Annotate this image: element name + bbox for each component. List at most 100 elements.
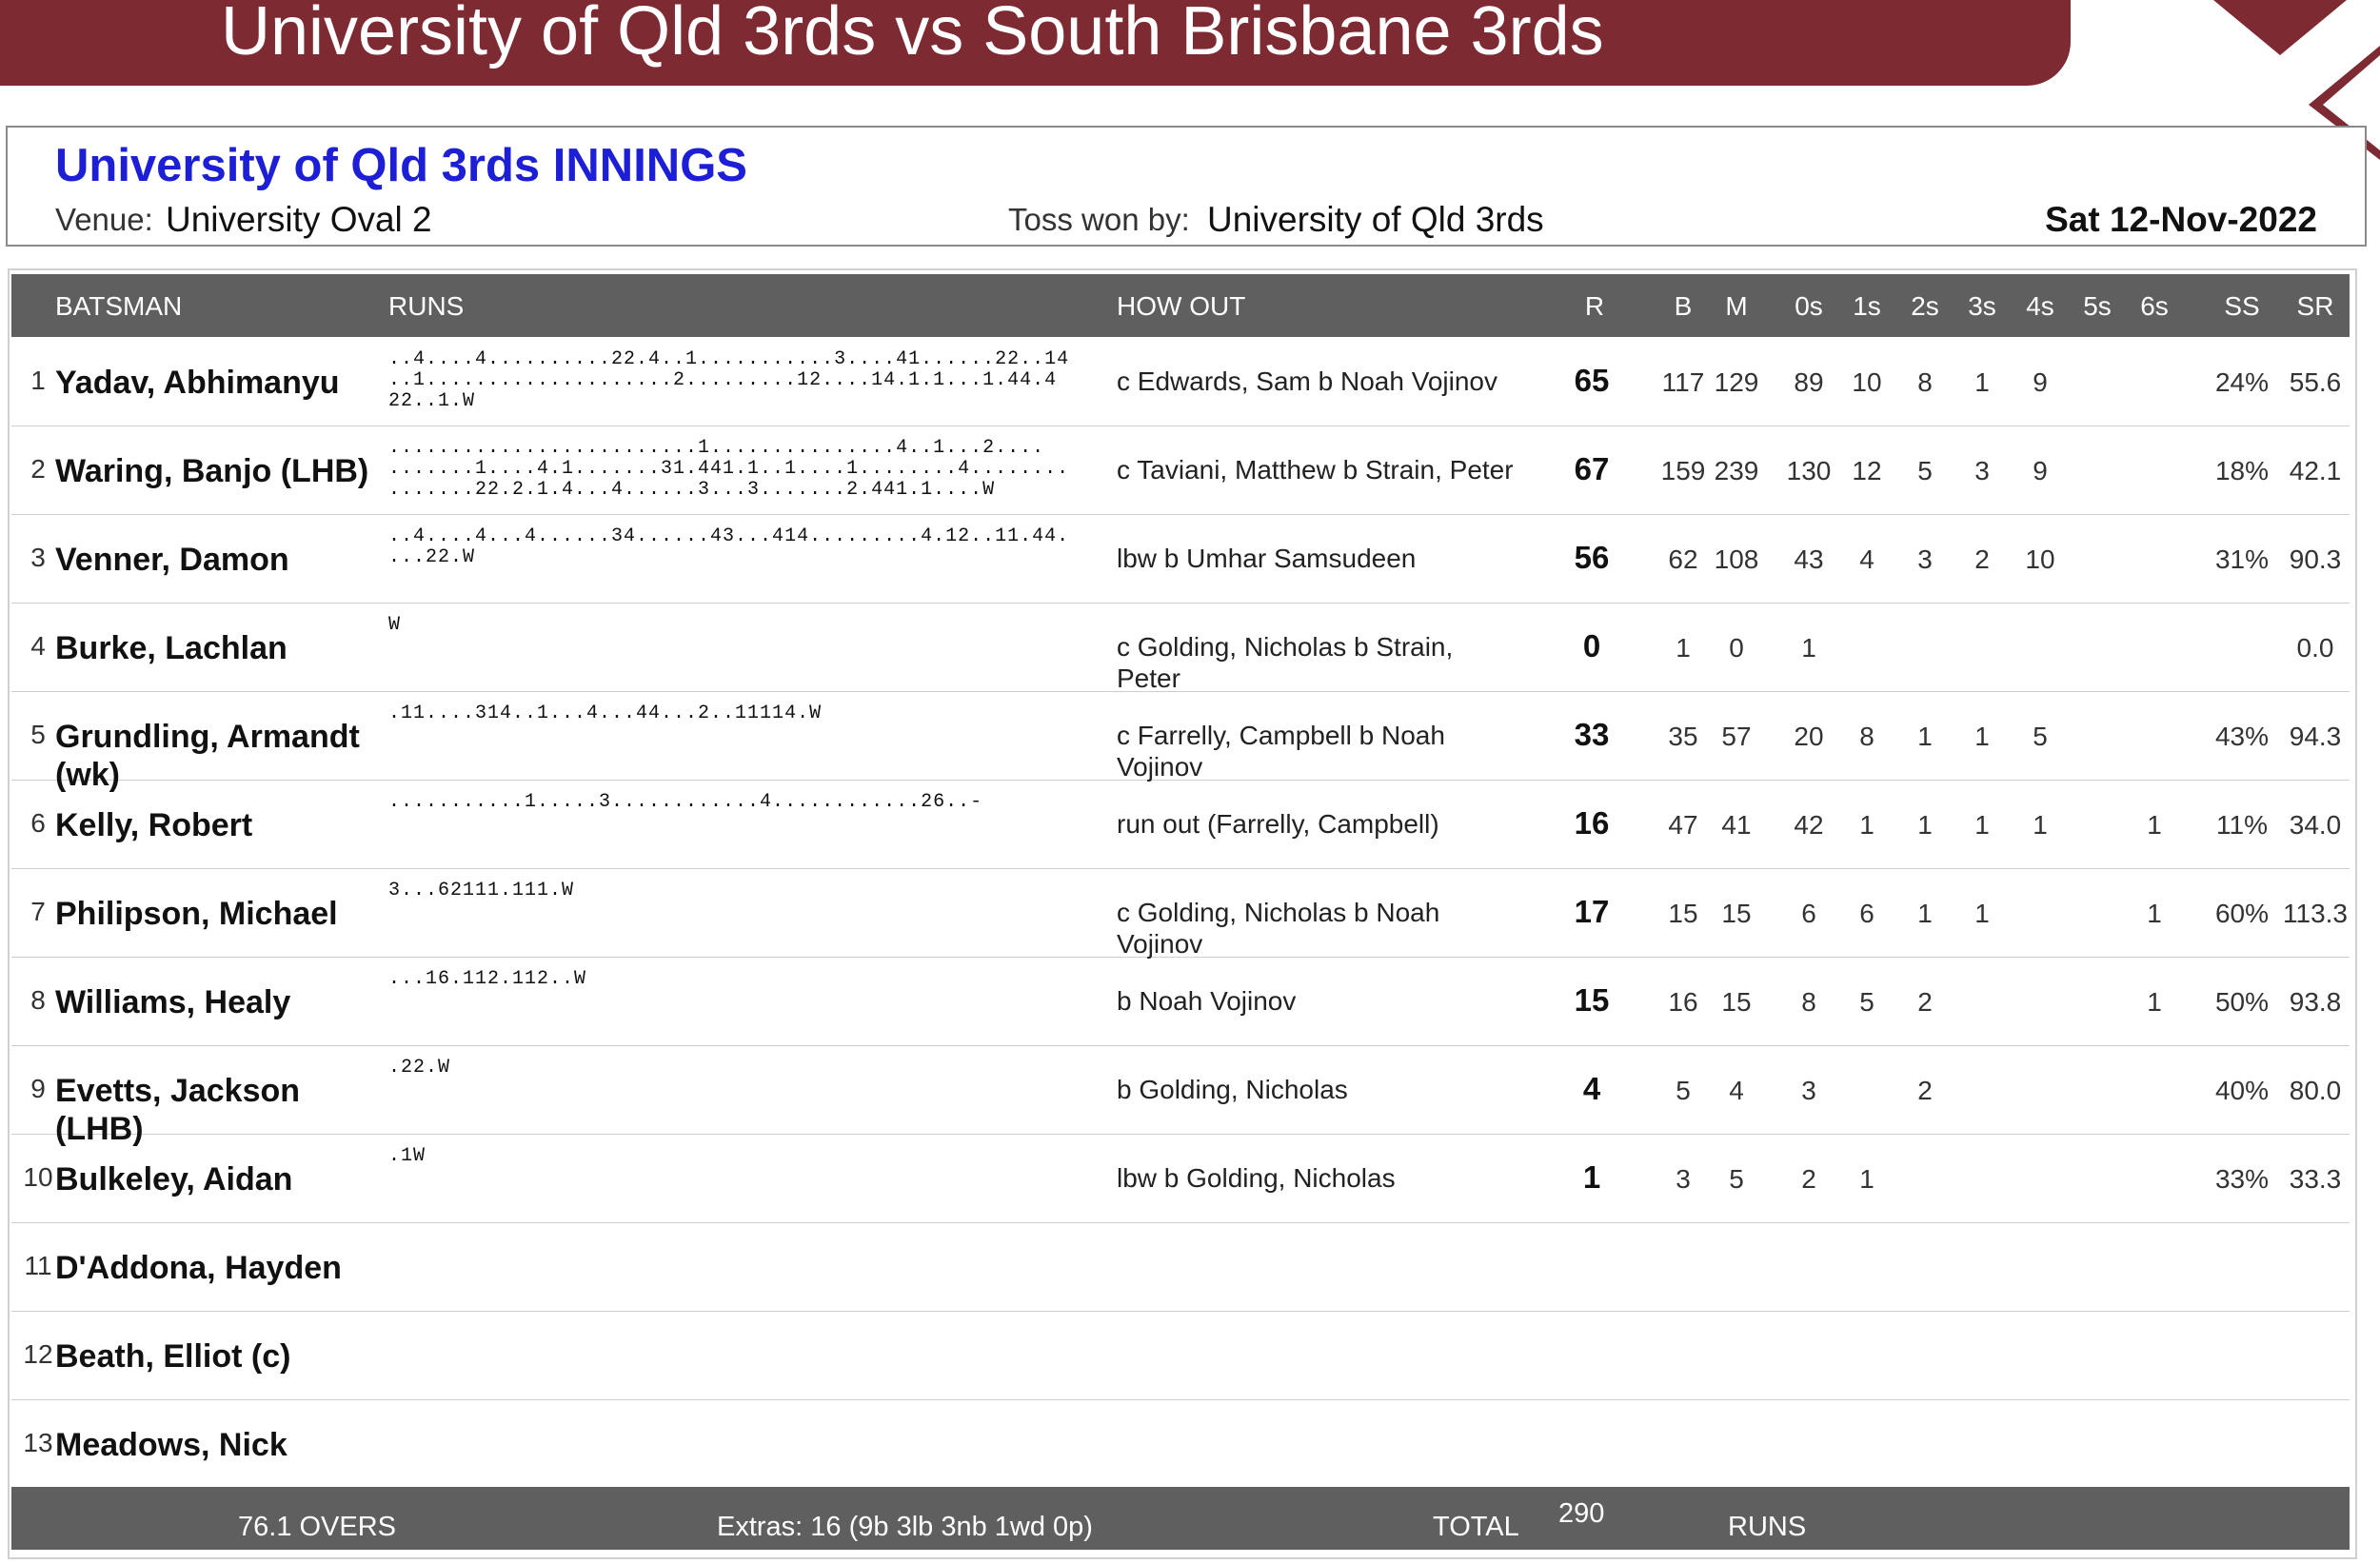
runs-scored: 65: [1574, 363, 1610, 398]
scorecard-footer: 76.1 OVERS Extras: 16 (9b 3lb 3nb 1wd 0p…: [11, 1487, 2350, 1550]
header-batsman: BATSMAN: [55, 291, 183, 321]
stat-s4: 10: [2025, 544, 2055, 574]
how-out: lbw b Umhar Samsudeen: [1117, 544, 1417, 573]
batsman-row: 8 Williams, Healy ...16.112.112..W b Noah V…: [11, 957, 2350, 1046]
stat-sr: 0.0: [2296, 633, 2334, 663]
batsman-row: 10 Bulkeley, Aidan .1W lbw b Golding, Nicho…: [11, 1134, 2350, 1223]
runs-scored: 17: [1574, 894, 1610, 929]
venue-label: Venue:: [55, 202, 153, 237]
batsman-number: 7: [30, 897, 46, 926]
batsman-number: 5: [30, 720, 46, 749]
header-how-out: HOW OUT: [1117, 291, 1246, 321]
runs-scored: 33: [1574, 717, 1610, 752]
how-out: c Taviani, Matthew b Strain, Peter: [1117, 455, 1514, 485]
stat-b: 117: [1661, 367, 1705, 397]
batsman-name: Waring, Banjo (LHB): [55, 453, 369, 489]
how-out: b Golding, Nicholas: [1117, 1075, 1348, 1104]
stat-s1: 5: [1859, 987, 1874, 1017]
runs-scored: 16: [1574, 805, 1610, 841]
stat-s4: 9: [2033, 367, 2048, 397]
header-m: M: [1725, 291, 1748, 321]
stat-s0: 43: [1794, 544, 1824, 574]
stat-m: 0: [1729, 633, 1744, 663]
footer-total-value: 290: [1558, 1498, 1605, 1529]
runs-scored: 1: [1582, 1159, 1601, 1195]
stat-ss: 24%: [2214, 367, 2270, 397]
stat-b: 1: [1676, 633, 1691, 663]
ball-by-ball-runs: .11....314..1...4...44...2..11114.W: [388, 703, 823, 724]
stat-s0: 3: [1801, 1076, 1816, 1105]
stat-s2: 3: [1917, 544, 1933, 574]
stat-s0: 6: [1801, 899, 1816, 928]
ball-by-ball-runs: ...........1.....3............4.........…: [388, 791, 983, 813]
innings-info-box: University of Qld 3rds INNINGS Venue: Un…: [6, 126, 2367, 247]
stat-b: 159: [1660, 456, 1706, 485]
stat-s1: 10: [1852, 367, 1882, 397]
ball-by-ball-runs: ...16.112.112..W: [388, 968, 587, 990]
stat-s4: 9: [2033, 456, 2048, 485]
stat-s1: 1: [1859, 1164, 1874, 1194]
runs-scored: 15: [1574, 982, 1610, 1018]
batsman-number: 13: [23, 1428, 53, 1457]
stat-m: 4: [1729, 1076, 1744, 1105]
batsman-row: 1 Yadav, Abhimanyu ..4....4..........22.4.…: [11, 337, 2350, 426]
batsman-number: 6: [30, 808, 46, 838]
runs-scored: 0: [1582, 628, 1601, 663]
header-2s: 2s: [1911, 291, 1939, 321]
toss-label: Toss won by:: [1008, 202, 1190, 237]
header-6s: 6s: [2140, 291, 2169, 321]
stat-sr: 80.0: [2289, 1076, 2342, 1105]
ball-by-ball-runs: ..4....4...4......34......43...414......…: [388, 525, 1070, 568]
scorecard-header-row: BATSMAN RUNS HOW OUT R B M 0s 1s 2s 3s 4…: [11, 274, 2350, 337]
match-title-banner: University of Qld 3rds vs South Brisbane…: [0, 0, 2071, 86]
stat-s0: 42: [1794, 810, 1824, 840]
stat-sr: 34.0: [2289, 810, 2342, 840]
batsman-name: Grundling, Armandt (wk): [55, 719, 360, 793]
header-5s: 5s: [2083, 291, 2112, 321]
stat-sr: 94.3: [2289, 722, 2342, 751]
stat-m: 57: [1721, 722, 1752, 751]
batsman-name: Evetts, Jackson (LHB): [55, 1073, 301, 1147]
venue-value: University Oval 2: [166, 200, 432, 239]
stat-ss: 11%: [2216, 810, 2268, 840]
batsman-number: 12: [23, 1339, 53, 1369]
batsman-number: 3: [30, 543, 46, 572]
stat-b: 5: [1676, 1076, 1691, 1105]
stat-sr: 42.1: [2289, 456, 2342, 485]
batsman-number: 1: [30, 366, 46, 395]
how-out: run out (Farrelly, Campbell): [1117, 809, 1439, 839]
stat-ss: 60%: [2214, 899, 2270, 928]
stat-b: 3: [1676, 1164, 1691, 1194]
batsman-number: 4: [30, 631, 46, 661]
how-out: b Noah Vojinov: [1117, 986, 1297, 1016]
stat-ss: 40%: [2214, 1076, 2270, 1105]
stat-b: 15: [1668, 899, 1698, 928]
stat-s2: 1: [1917, 899, 1933, 928]
batsman-row: 5 Grundling, Armandt (wk) .11....314..1...…: [11, 691, 2350, 793]
batsman-row: 2 Waring, Banjo (LHB)....................…: [11, 426, 2350, 515]
stat-ss: 33%: [2214, 1164, 2270, 1194]
batsman-name: D'Addona, Hayden: [55, 1250, 342, 1286]
how-out: lbw b Golding, Nicholas: [1117, 1163, 1396, 1193]
stat-s2: 2: [1917, 987, 1933, 1017]
stat-s0: 8: [1801, 987, 1816, 1017]
runs-scored: 67: [1574, 451, 1610, 486]
ball-by-ball-runs: .22.W: [388, 1057, 451, 1079]
stat-ss: 43%: [2214, 722, 2270, 751]
stat-s3: 3: [1974, 456, 1990, 485]
stat-ss: 31%: [2214, 544, 2270, 574]
batsman-number: 11: [24, 1251, 52, 1280]
batsman-row: 6 Kelly, Robert ...........1.....3........…: [11, 780, 2350, 869]
stat-sr: 93.8: [2289, 987, 2342, 1017]
stat-b: 16: [1668, 987, 1698, 1017]
match-date: Sat 12-Nov-2022: [2045, 200, 2317, 239]
stat-s2: 1: [1917, 722, 1933, 751]
footer-overs: 76.1 OVERS: [238, 1512, 397, 1542]
stat-sr: 33.3: [2289, 1164, 2342, 1194]
stat-b: 35: [1668, 722, 1698, 751]
how-out: c Farrelly, Campbell b Noah Vojinov: [1117, 721, 1445, 782]
stat-m: 15: [1721, 987, 1752, 1017]
batsman-row: 12 Beath, Elliot (c): [11, 1311, 2350, 1400]
batsman-name: Williams, Healy: [55, 984, 291, 1020]
header-1s: 1s: [1853, 291, 1881, 321]
